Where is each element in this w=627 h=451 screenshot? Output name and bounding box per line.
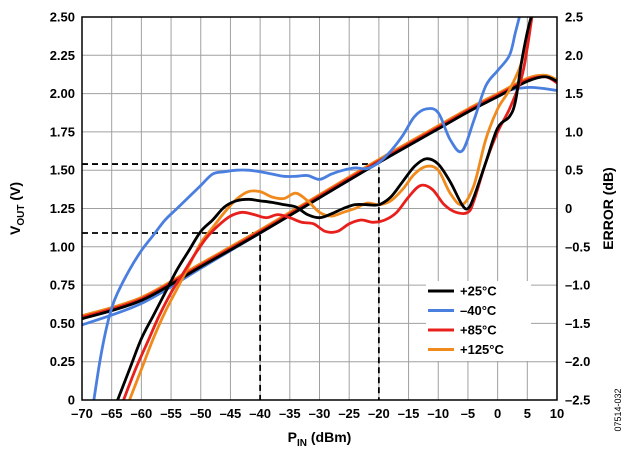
x-tick-label: 5 <box>524 406 531 421</box>
x-tick-label: –65 <box>101 406 123 421</box>
x-tick-label: –45 <box>220 406 242 421</box>
y-left-tick-label: 0.50 <box>50 316 75 331</box>
y-left-tick-label: 0.25 <box>50 354 75 369</box>
y-left-tick-label: 1.25 <box>50 201 75 216</box>
legend-label: +85°C <box>460 323 497 338</box>
x-tick-labels: –70 –65 –60 –55 –50 –45 –40 –35 –30 –25 –20 –15 –10–… <box>71 406 564 421</box>
y-left-title-main: V <box>7 225 23 235</box>
y-right-tick-label: 0 <box>565 201 572 216</box>
x-tick-label: –70 <box>71 406 93 421</box>
y-left-axis-title: VOUT (V) <box>7 182 27 235</box>
x-axis-title: PIN (dBm) <box>288 429 352 449</box>
series-error-pos25c <box>116 17 533 400</box>
y-left-tick-label: 1.00 <box>50 239 75 254</box>
series-lines <box>82 17 557 400</box>
x-tick-label: –35 <box>279 406 301 421</box>
y-right-tick-label: 1.0 <box>565 124 583 139</box>
reference-lines <box>82 163 380 400</box>
reference-line-0 <box>82 163 380 400</box>
x-tick-label: –10 <box>427 406 449 421</box>
x-tick-label: –55 <box>160 406 182 421</box>
y-right-tick-label: 2.0 <box>565 48 583 63</box>
x-tick-label: 10 <box>550 406 564 421</box>
x-tick-label: 0 <box>494 406 501 421</box>
y-right-tick-label: –0.5 <box>565 239 590 254</box>
x-tick-label: –25 <box>338 406 360 421</box>
y-right-axis-title: ERROR (dB) <box>600 167 616 249</box>
y-right-tick-label: 1.5 <box>565 86 583 101</box>
plot-frame <box>81 16 558 401</box>
x-tick-label: –60 <box>131 406 153 421</box>
legend: +25°C –40°C +85°C +125°C <box>426 281 531 361</box>
x-tick-label: –30 <box>309 406 331 421</box>
series-error-neg40c <box>92 17 521 400</box>
x-axis-title-unit: (dBm) <box>307 429 351 445</box>
x-tick-label: –40 <box>249 406 271 421</box>
y-right-tick-labels: –2.5 –2.0 –1.5 –1.0 –0.5 0 0.5 1.0 1.5 2.0 2.5 <box>565 10 590 408</box>
y-left-tick-label: 0.75 <box>50 278 75 293</box>
x-tick-label: –50 <box>190 406 212 421</box>
figure-id: 07514-032 <box>613 388 623 431</box>
y-left-tick-label: 2.50 <box>50 10 75 25</box>
y-left-title-sub: OUT <box>16 205 27 226</box>
y-right-tick-label: 0.5 <box>565 163 583 178</box>
x-axis-title-sub: IN <box>297 438 307 449</box>
y-right-tick-label: –1.0 <box>565 278 590 293</box>
y-left-title-unit: (V) <box>7 182 23 205</box>
x-tick-label: –15 <box>398 406 420 421</box>
y-right-tick-label: –1.5 <box>565 316 590 331</box>
legend-label: –40°C <box>460 303 497 318</box>
legend-label: +125°C <box>460 342 504 357</box>
y-left-tick-labels: 0 0.25 0.50 0.75 1.00 1.25 1.50 1.75 2.00 2.25 2.5… <box>50 10 75 408</box>
y-left-tick-label: 1.75 <box>50 124 75 139</box>
y-right-tick-label: 2.5 <box>565 10 583 25</box>
y-left-tick-label: 0 <box>68 393 75 408</box>
y-left-tick-label: 1.50 <box>50 163 75 178</box>
x-tick-label: –5 <box>461 406 475 421</box>
y-left-tick-label: 2.00 <box>50 86 75 101</box>
x-tick-label: –20 <box>368 406 390 421</box>
legend-background <box>426 281 531 361</box>
series-vout-pos25c <box>82 75 557 321</box>
y-right-tick-label: –2.0 <box>565 354 590 369</box>
legend-label: +25°C <box>460 284 497 299</box>
x-axis-title-main: P <box>288 429 297 445</box>
y-left-tick-label: 2.25 <box>50 48 75 63</box>
y-right-tick-label: –2.5 <box>565 393 590 408</box>
